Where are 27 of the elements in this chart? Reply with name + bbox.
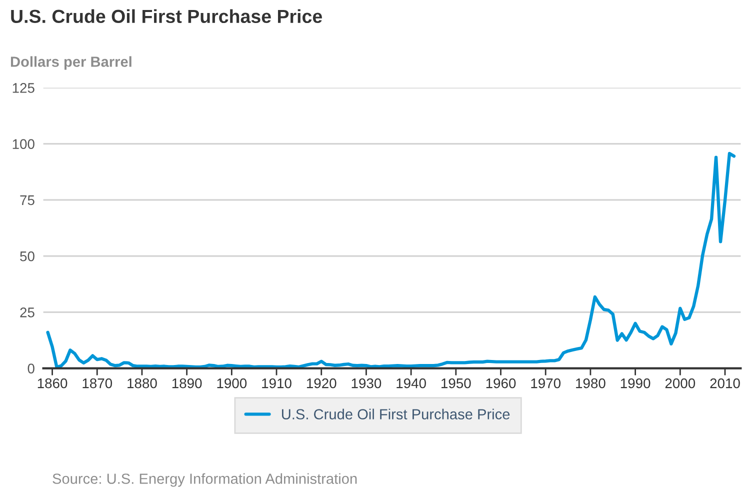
line-series [46, 152, 736, 368]
x-tick-label: 1920 [306, 378, 336, 388]
y-tick-label: 125 [12, 83, 34, 93]
legend-label: U.S. Crude Oil First Purchase Price [282, 408, 510, 420]
x-tick-label: 1890 [172, 378, 202, 388]
source-note: Source: U.S. Energy Information Administration [52, 473, 357, 487]
y-tick-label: 75 [20, 195, 34, 206]
y-tick-label: 100 [12, 139, 34, 149]
chart-title: U.S. Crude Oil First Purchase Price [11, 9, 322, 24]
y-tick-label: 25 [20, 308, 34, 318]
x-tick-label: 1910 [262, 378, 292, 388]
y-axis-title: Dollars per Barrel [10, 56, 132, 70]
x-tick-label: 1880 [128, 378, 157, 388]
x-tick-label: 1970 [531, 378, 561, 388]
x-tick-label: 1980 [576, 378, 606, 388]
y-tick-label: 0 [28, 364, 34, 374]
x-tick-label: 1940 [396, 378, 426, 388]
x-tick-label: 1860 [38, 378, 68, 388]
x-tick-label: 1990 [620, 378, 650, 388]
y-tick-label: 50 [20, 251, 34, 262]
x-tick-label: 1900 [217, 378, 247, 388]
x-tick-label: 1930 [352, 378, 382, 388]
x-tick-label: 1950 [442, 378, 471, 388]
x-tick-label: 1960 [486, 378, 516, 388]
x-tick-label: 2010 [710, 378, 740, 388]
x-tick-label: 2000 [665, 378, 696, 388]
x-tick-label: 1870 [82, 378, 112, 388]
